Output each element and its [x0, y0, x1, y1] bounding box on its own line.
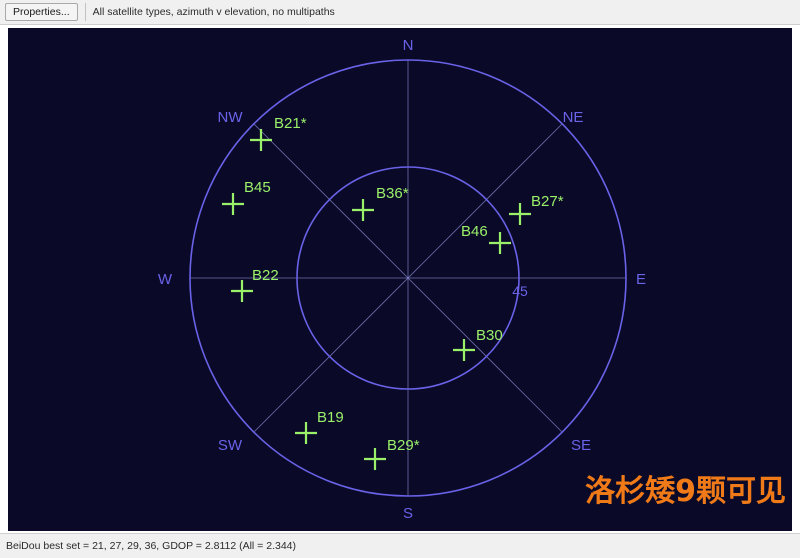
satellite-marker[interactable]: B46 [461, 223, 511, 254]
satellite-label-B21star: B21* [274, 115, 307, 132]
satellite-marker[interactable]: B22 [231, 267, 279, 302]
compass-label-se: SE [571, 437, 591, 454]
compass-label-n: N [403, 37, 414, 54]
satellite-markers[interactable]: B21* B45 B36* B27* B46 B22 B30 B19 B29* [222, 115, 564, 470]
skyplot-canvas[interactable]: N NE E SE S SW W NW 45 B21* B45 B36* B27* B46 B22 B30… [8, 28, 792, 531]
satellite-marker[interactable]: B27* [509, 193, 564, 225]
compass-label-s: S [403, 505, 413, 522]
satellite-label-B22: B22 [252, 267, 279, 284]
status-text: BeiDou best set = 21, 27, 29, 36, GDOP =… [6, 540, 297, 552]
elevation-rings [189, 59, 627, 497]
satellite-marker[interactable]: B45 [222, 179, 271, 215]
satellite-marker[interactable]: B36* [352, 185, 409, 221]
compass-label-w: W [158, 271, 173, 288]
properties-button[interactable]: Properties... [5, 3, 78, 21]
satellite-marker[interactable]: B29* [364, 437, 420, 470]
satellite-marker[interactable]: B21* [250, 115, 307, 151]
toolbar-separator [84, 3, 86, 21]
compass-label-ne: NE [563, 109, 584, 126]
satellite-label-B36star: B36* [376, 185, 409, 202]
plot-caption: All satellite types, azimuth v elevation… [92, 6, 335, 18]
elevation-labels: 45 [512, 283, 528, 299]
satellite-label-B30: B30 [476, 327, 503, 344]
horizon-ring [189, 59, 627, 497]
compass-label-sw: SW [218, 437, 243, 454]
satellite-label-B27star: B27* [531, 193, 564, 210]
satellite-label-B19: B19 [317, 409, 344, 426]
satellite-label-B46: B46 [461, 223, 488, 240]
compass-label-e: E [636, 271, 646, 288]
satellite-label-B45: B45 [244, 179, 271, 196]
compass-labels: N NE E SE S SW W NW [158, 37, 646, 522]
satellite-marker[interactable]: B30 [453, 327, 503, 361]
watermark-label: 洛杉矮9颗可见 [585, 474, 786, 509]
status-bar: BeiDou best set = 21, 27, 29, 36, GDOP =… [0, 533, 800, 558]
elevation-label-45: 45 [512, 283, 528, 299]
satellite-marker[interactable]: B19 [295, 409, 344, 444]
skyplot-svg: N NE E SE S SW W NW 45 B21* B45 B36* B27* B46 B22 B30… [158, 37, 786, 522]
toolbar: Properties... All satellite types, azimu… [0, 0, 800, 25]
azimuth-spoke [253, 123, 563, 433]
azimuth-spokes [190, 60, 626, 496]
compass-label-nw: NW [218, 109, 244, 126]
satellite-label-B29star: B29* [387, 437, 420, 454]
elevation-ring-45 [296, 166, 520, 390]
